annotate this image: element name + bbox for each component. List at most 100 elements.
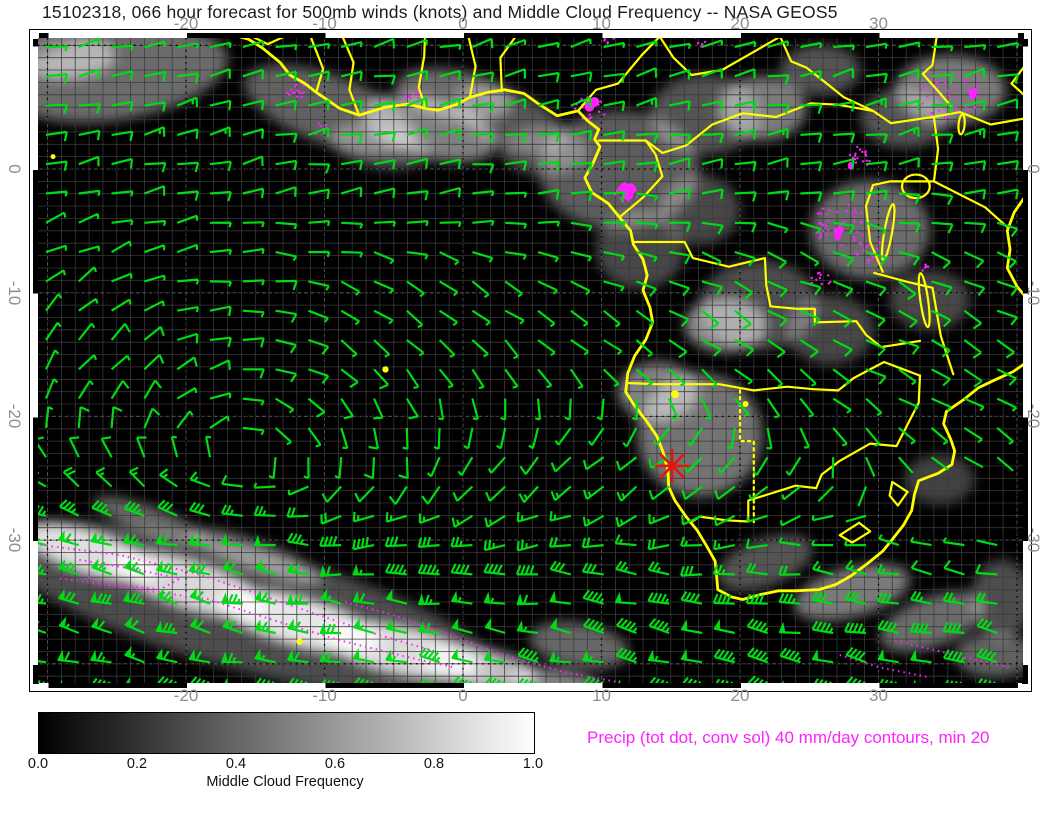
precip-speckle [921,102,924,105]
precip-speckle [845,210,849,213]
precip-speckle [864,150,867,153]
precip-speckle [619,197,622,200]
lon-tick-bottom: -20 [173,686,199,705]
precip-speckle [297,90,301,93]
country-border [467,38,477,99]
precip-speckle [856,157,859,160]
precip-speckle [810,276,813,280]
precip-speckle [416,89,419,92]
precip-speckle [858,148,862,151]
precip-speckle [815,278,818,281]
precip-speckle [827,274,830,277]
country-border [309,38,325,94]
precip-speckle [864,153,867,156]
lon-tick-top: 30 [869,14,888,33]
precip-speckle [597,110,601,113]
map-canvas [38,38,1023,683]
lon-tick-top: 20 [730,14,750,33]
precip-speckle [967,86,971,89]
precip-speckle [852,235,855,239]
precip-speckle [588,113,591,117]
country-border [1010,66,1023,96]
precip-speckle [827,228,830,232]
precip-speckle [954,87,958,91]
precip-speckle [876,247,879,250]
wind-barbs [38,38,1020,683]
lat-tick-left: -20 [5,404,24,429]
precip-speckle [935,72,938,76]
precip-speckle [703,40,707,44]
country-border [871,180,936,187]
precip-speckle [816,212,820,215]
precip-speckle [828,209,831,213]
precip-speckle [325,124,328,127]
precip-convective-solid [969,91,977,99]
precip-speckle [289,88,293,91]
precip-speckle [825,224,828,228]
precip-speckle [975,82,978,86]
country-border [888,480,909,507]
precip-speckle [288,93,291,96]
precip-speckle [588,117,591,120]
cloud-patch [889,270,970,330]
country-border [921,38,954,109]
country-border [632,240,922,349]
precip-speckle [937,84,940,87]
frame-strip-left [33,39,39,684]
precip-speckle [416,92,419,95]
precip-speckle [860,242,863,245]
precip-speckle [821,207,825,210]
country-border [812,360,922,392]
precip-speckle [820,282,823,286]
frame-strip-top [39,33,1024,39]
precip-speckle [574,107,577,110]
precip-speckle [829,280,832,284]
precip-speckle [295,83,298,86]
precip-speckle [296,95,299,98]
precip-convective-solid [834,230,842,238]
precip-speckle [967,109,970,112]
country-border-dashed [738,389,755,524]
precip-speckle [696,41,700,45]
precip-speckle [973,106,977,109]
country-border [932,115,940,183]
precip-speckle [827,219,830,223]
colorbar-tick: 0.0 [27,756,49,772]
precip-speckle [848,153,852,157]
colorbar-tick: 0.6 [324,756,346,772]
lon-tick-bottom: -10 [312,686,337,705]
map-svg [38,38,1023,683]
precip-speckle [937,109,940,113]
precip-speckle [603,113,606,116]
island-dot [742,401,749,408]
plot-title: 15102318, 066 hour forecast for 500mb wi… [42,2,838,22]
cloud-frequency-layer [38,38,1023,683]
precip-speckle [852,239,855,242]
lake-outline [917,272,931,329]
precip-speckle [300,95,304,99]
wind-barb-pennants [57,530,917,683]
colorbar-tick: 0.8 [423,756,445,772]
precip-speckle [853,208,857,212]
precip-speckle [612,38,615,40]
lat-tick-right: -10 [1024,280,1043,305]
colorbar-tick: 0.2 [126,756,148,772]
precip-speckle [878,241,881,244]
precip-speckle [852,215,856,218]
precip-speckle [843,220,846,224]
precip-speckle [933,90,937,93]
lon-tick-bottom: 10 [592,686,611,705]
precip-speckle [926,265,930,268]
precip-speckle [580,97,583,101]
precip-speckle [847,203,850,207]
precip-speckle [294,85,297,88]
precip-speckle [599,100,602,103]
precip-total-dotted [40,544,436,653]
precip-speckle [855,230,859,234]
country-border [932,180,1009,229]
frame-strip-right [1022,39,1028,684]
precip-speckle [409,96,412,100]
lon-tick-bottom: 20 [730,686,750,705]
precip-speckle [825,213,828,216]
precip-speckle [865,245,868,248]
